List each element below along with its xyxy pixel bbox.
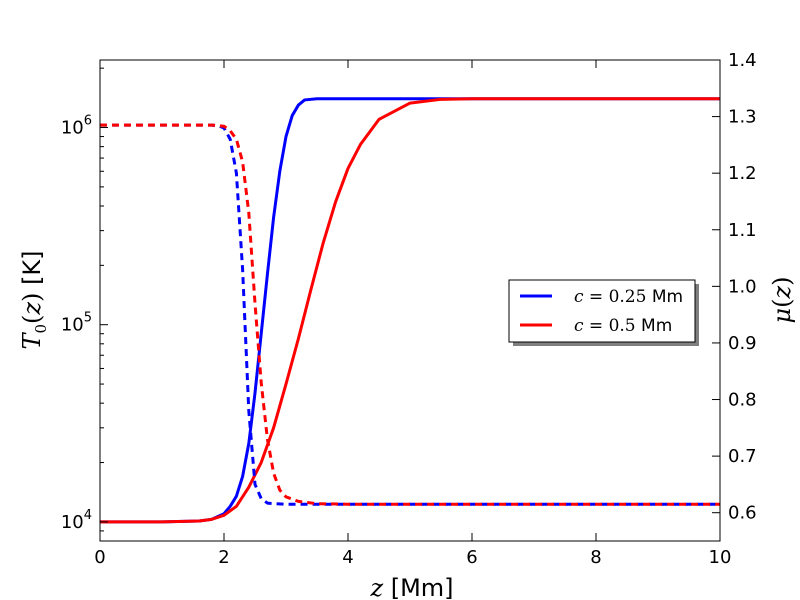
svg-text:z [Mm]: z [Mm] [369, 574, 453, 600]
y-right-tick-label: 1.2 [728, 163, 757, 184]
legend-box [508, 279, 696, 343]
y-right-tick-label: 1.0 [728, 276, 757, 297]
x-tick-label: 4 [342, 547, 353, 568]
y-right-tick-label: 1.4 [728, 50, 757, 71]
legend-label-c025: c = 0.25 Mm [574, 287, 683, 307]
x-axis-title: z [Mm] [369, 574, 453, 600]
y-right-tick-label: 0.7 [728, 446, 757, 467]
x-tick-label: 8 [590, 547, 601, 568]
series-line-3 [100, 123, 720, 506]
legend-label-c05: c = 0.5 Mm [574, 316, 672, 336]
svg-text:T0(z) [K]: T0(z) [K] [18, 250, 50, 349]
y-left-tick-label: 105 [61, 311, 92, 336]
y-right-tick-label: 0.9 [728, 333, 757, 354]
y-right-tick-label: 0.8 [728, 390, 757, 411]
series-layer [100, 97, 720, 524]
x-tick-label: 10 [709, 547, 732, 568]
y-right-tick-label: 1.1 [728, 220, 757, 241]
y-right-tick-label: 1.3 [728, 107, 757, 128]
y-left-tick-label: 104 [61, 508, 92, 533]
series-line-1 [100, 97, 720, 524]
plot-frame [99, 59, 721, 542]
x-tick-label: 2 [218, 547, 229, 568]
ticks-layer: 0 2 4 6 8 10 104 105 106 0.6 0.7 0.8 0.9 1.0 1.1 1.2 1.3… [61, 50, 757, 568]
x-tick-label: 0 [94, 547, 105, 568]
y-axis-right-title: μ(z) [768, 276, 796, 323]
x-tick-label: 6 [466, 547, 477, 568]
y-right-tick-label: 0.6 [728, 503, 757, 524]
svg-text:μ(z): μ(z) [768, 276, 796, 323]
y-left-tick-label: 106 [61, 114, 92, 139]
legend: c = 0.25 Mm c = 0.5 Mm [508, 279, 699, 346]
y-axis-left-title: T0(z) [K] [18, 250, 50, 349]
